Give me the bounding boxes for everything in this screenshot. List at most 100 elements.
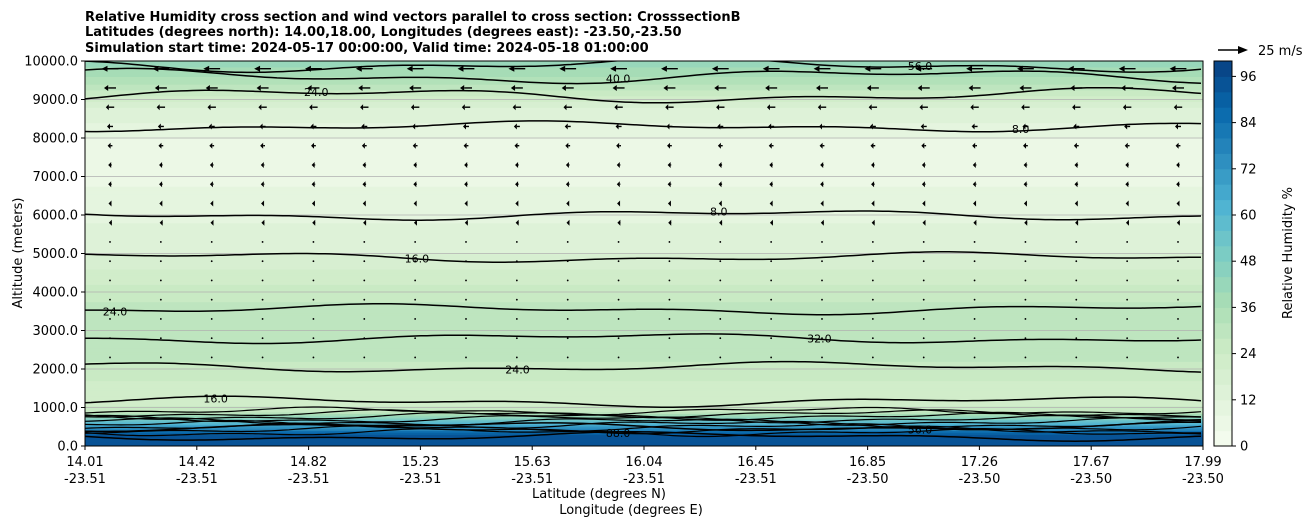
humidity-band: [85, 64, 1203, 68]
wind-vector-head: [311, 142, 315, 149]
wind-vector: [515, 337, 518, 340]
wind-vector: [1177, 241, 1179, 243]
wind-vector: [1075, 260, 1078, 263]
y-tick-label: 4000.0: [33, 286, 79, 301]
wind-vector-head: [1125, 161, 1129, 168]
colorbar-frame: [1213, 60, 1233, 447]
humidity-band: [85, 157, 1203, 160]
humidity-band: [85, 241, 1203, 245]
wind-vector: [1075, 241, 1078, 243]
wind-vector-head: [765, 84, 770, 91]
wind-vector: [668, 298, 671, 301]
wind-vector-head: [108, 181, 112, 188]
humidity-band: [85, 213, 1203, 216]
y-tick-label: 7000.0: [33, 170, 79, 185]
y-tick-label: 5000.0: [33, 247, 79, 262]
wind-vector-head: [260, 142, 264, 149]
colorbar-band: [1214, 107, 1232, 124]
wind-vector-head: [464, 200, 468, 207]
contour-line: [85, 61, 1202, 74]
humidity-band: [85, 353, 1203, 357]
wind-vector: [973, 318, 976, 320]
wind-vector: [1126, 241, 1129, 243]
colorbar-band: [1214, 353, 1232, 370]
wind-vector: [922, 318, 925, 320]
humidity-band: [85, 261, 1203, 264]
humidity-band: [85, 80, 1203, 83]
contour-label: 40.0: [606, 73, 631, 86]
wind-vector-head: [667, 181, 671, 188]
contour-label: 16.0: [405, 252, 430, 265]
wind-vector-head: [1070, 84, 1075, 91]
humidity-band: [85, 180, 1203, 183]
x-tick-label-lat: 16.85: [849, 455, 886, 470]
humidity-band: [85, 413, 1203, 416]
humidity-band: [85, 322, 1203, 326]
wind-vector: [922, 260, 925, 263]
wind-vector: [515, 260, 518, 263]
wind-vector: [821, 337, 823, 340]
humidity-band: [85, 116, 1203, 120]
wind-vector-head: [361, 142, 365, 149]
wind-vector-head: [209, 161, 213, 168]
wind-vector: [414, 356, 417, 359]
wind-vector: [159, 298, 162, 301]
wind-vector-head: [413, 181, 417, 188]
wind-vector-head: [717, 142, 721, 149]
humidity-band: [85, 263, 1203, 266]
wind-vector: [617, 241, 620, 243]
colorbar-band: [1214, 399, 1232, 416]
wind-vector-head: [661, 65, 667, 72]
wind-vector-head: [973, 200, 977, 207]
wind-vector: [719, 318, 722, 320]
wind-vector-head: [312, 219, 316, 226]
wind-vector-head: [1017, 65, 1023, 72]
contour-line: [85, 120, 1202, 133]
wind-vector: [261, 260, 264, 263]
humidity-band: [85, 189, 1203, 193]
humidity-band: [85, 195, 1203, 199]
wind-vector-head: [305, 65, 311, 72]
humidity-band: [85, 166, 1203, 170]
wind-vector: [973, 260, 976, 263]
wind-vector-head: [311, 200, 315, 207]
wind-vector-head: [412, 123, 416, 130]
wind-vector: [566, 241, 569, 243]
wind-vector: [770, 318, 773, 320]
wind-vector: [1177, 356, 1179, 359]
wind-vector: [973, 241, 976, 243]
humidity-band: [85, 66, 1203, 70]
colorbar-band: [1214, 76, 1232, 93]
x-axis-label-latitude: Latitude (degrees N): [532, 487, 666, 502]
humidity-band: [85, 224, 1203, 228]
humidity-band: [85, 422, 1203, 426]
wind-vector-head: [769, 161, 773, 168]
wind-vector-head: [512, 104, 516, 111]
wind-vector: [1024, 356, 1027, 359]
wind-vector-head: [210, 200, 214, 207]
humidity-band: [85, 240, 1203, 243]
humidity-band: [85, 303, 1203, 307]
humidity-band: [85, 247, 1203, 251]
humidity-band: [85, 338, 1203, 341]
contour-label: 24.0: [505, 364, 530, 377]
wind-vector: [821, 356, 823, 359]
wind-vector-head: [1023, 142, 1027, 149]
wind-vector-head: [616, 161, 620, 168]
wind-vector-head: [714, 84, 719, 91]
wind-vector-head: [565, 161, 569, 168]
wind-vector-head: [871, 181, 875, 188]
wind-vector: [159, 318, 162, 320]
humidity-band: [85, 132, 1203, 135]
wind-vector-head: [871, 219, 875, 226]
humidity-band: [85, 216, 1203, 220]
wind-vector-head: [209, 181, 213, 188]
wind-vector: [1024, 241, 1027, 243]
humidity-band: [85, 130, 1203, 133]
wind-vector-head: [716, 104, 720, 111]
wind-vector: [871, 298, 874, 301]
humidity-band: [85, 209, 1203, 212]
quiver-key-arrowhead: [1238, 46, 1248, 54]
wind-vector: [719, 279, 722, 282]
humidity-band: [85, 126, 1203, 129]
